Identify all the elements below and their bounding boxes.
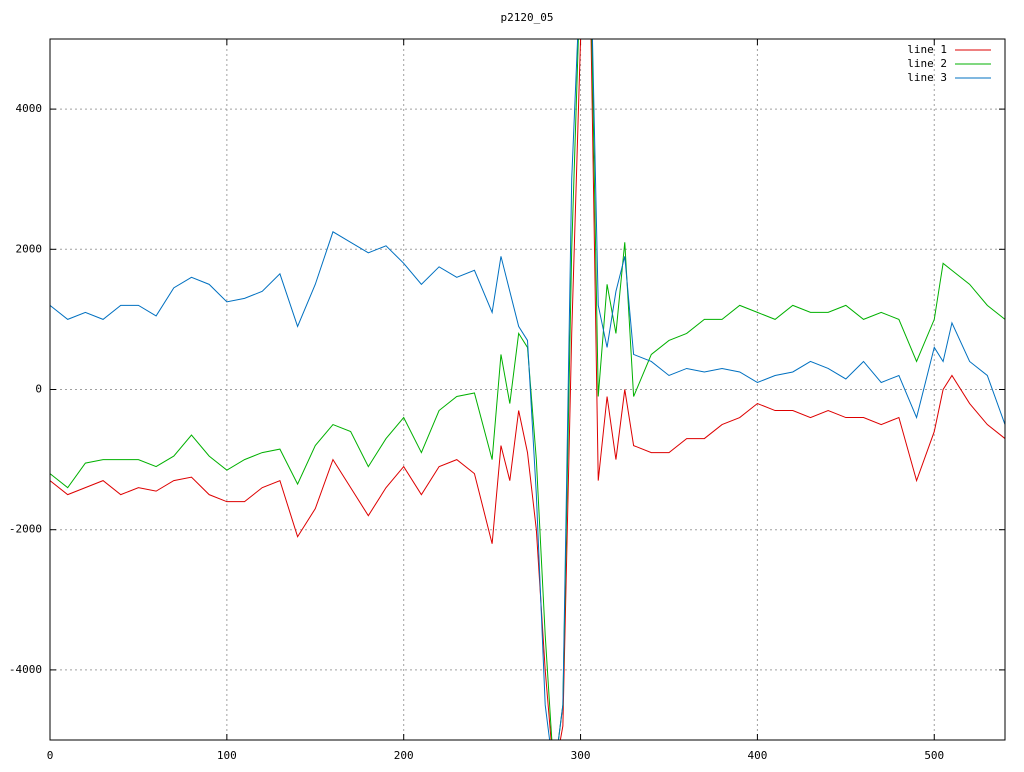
data-line xyxy=(50,39,1005,740)
x-tick-label: 200 xyxy=(394,749,414,762)
x-tick-label: 100 xyxy=(217,749,237,762)
y-tick-label: 2000 xyxy=(16,242,43,255)
y-tick-label: -2000 xyxy=(9,523,42,536)
chart-title: p2120_05 xyxy=(501,11,554,24)
plot-frame xyxy=(49,38,1006,741)
x-tick-label: 400 xyxy=(747,749,767,762)
x-tick-label: 500 xyxy=(924,749,944,762)
y-tick-label: 0 xyxy=(35,383,42,396)
legend-label: line 1 xyxy=(907,43,947,56)
data-line xyxy=(50,39,1005,740)
legend-label: line 3 xyxy=(907,71,947,84)
data-line xyxy=(50,39,1005,740)
y-tick-label: 4000 xyxy=(16,102,43,115)
y-tick-label: -4000 xyxy=(9,663,42,676)
plot-area xyxy=(50,39,1005,740)
x-tick-label: 300 xyxy=(571,749,591,762)
x-tick-label: 0 xyxy=(47,749,54,762)
legend-label: line 2 xyxy=(907,57,947,70)
